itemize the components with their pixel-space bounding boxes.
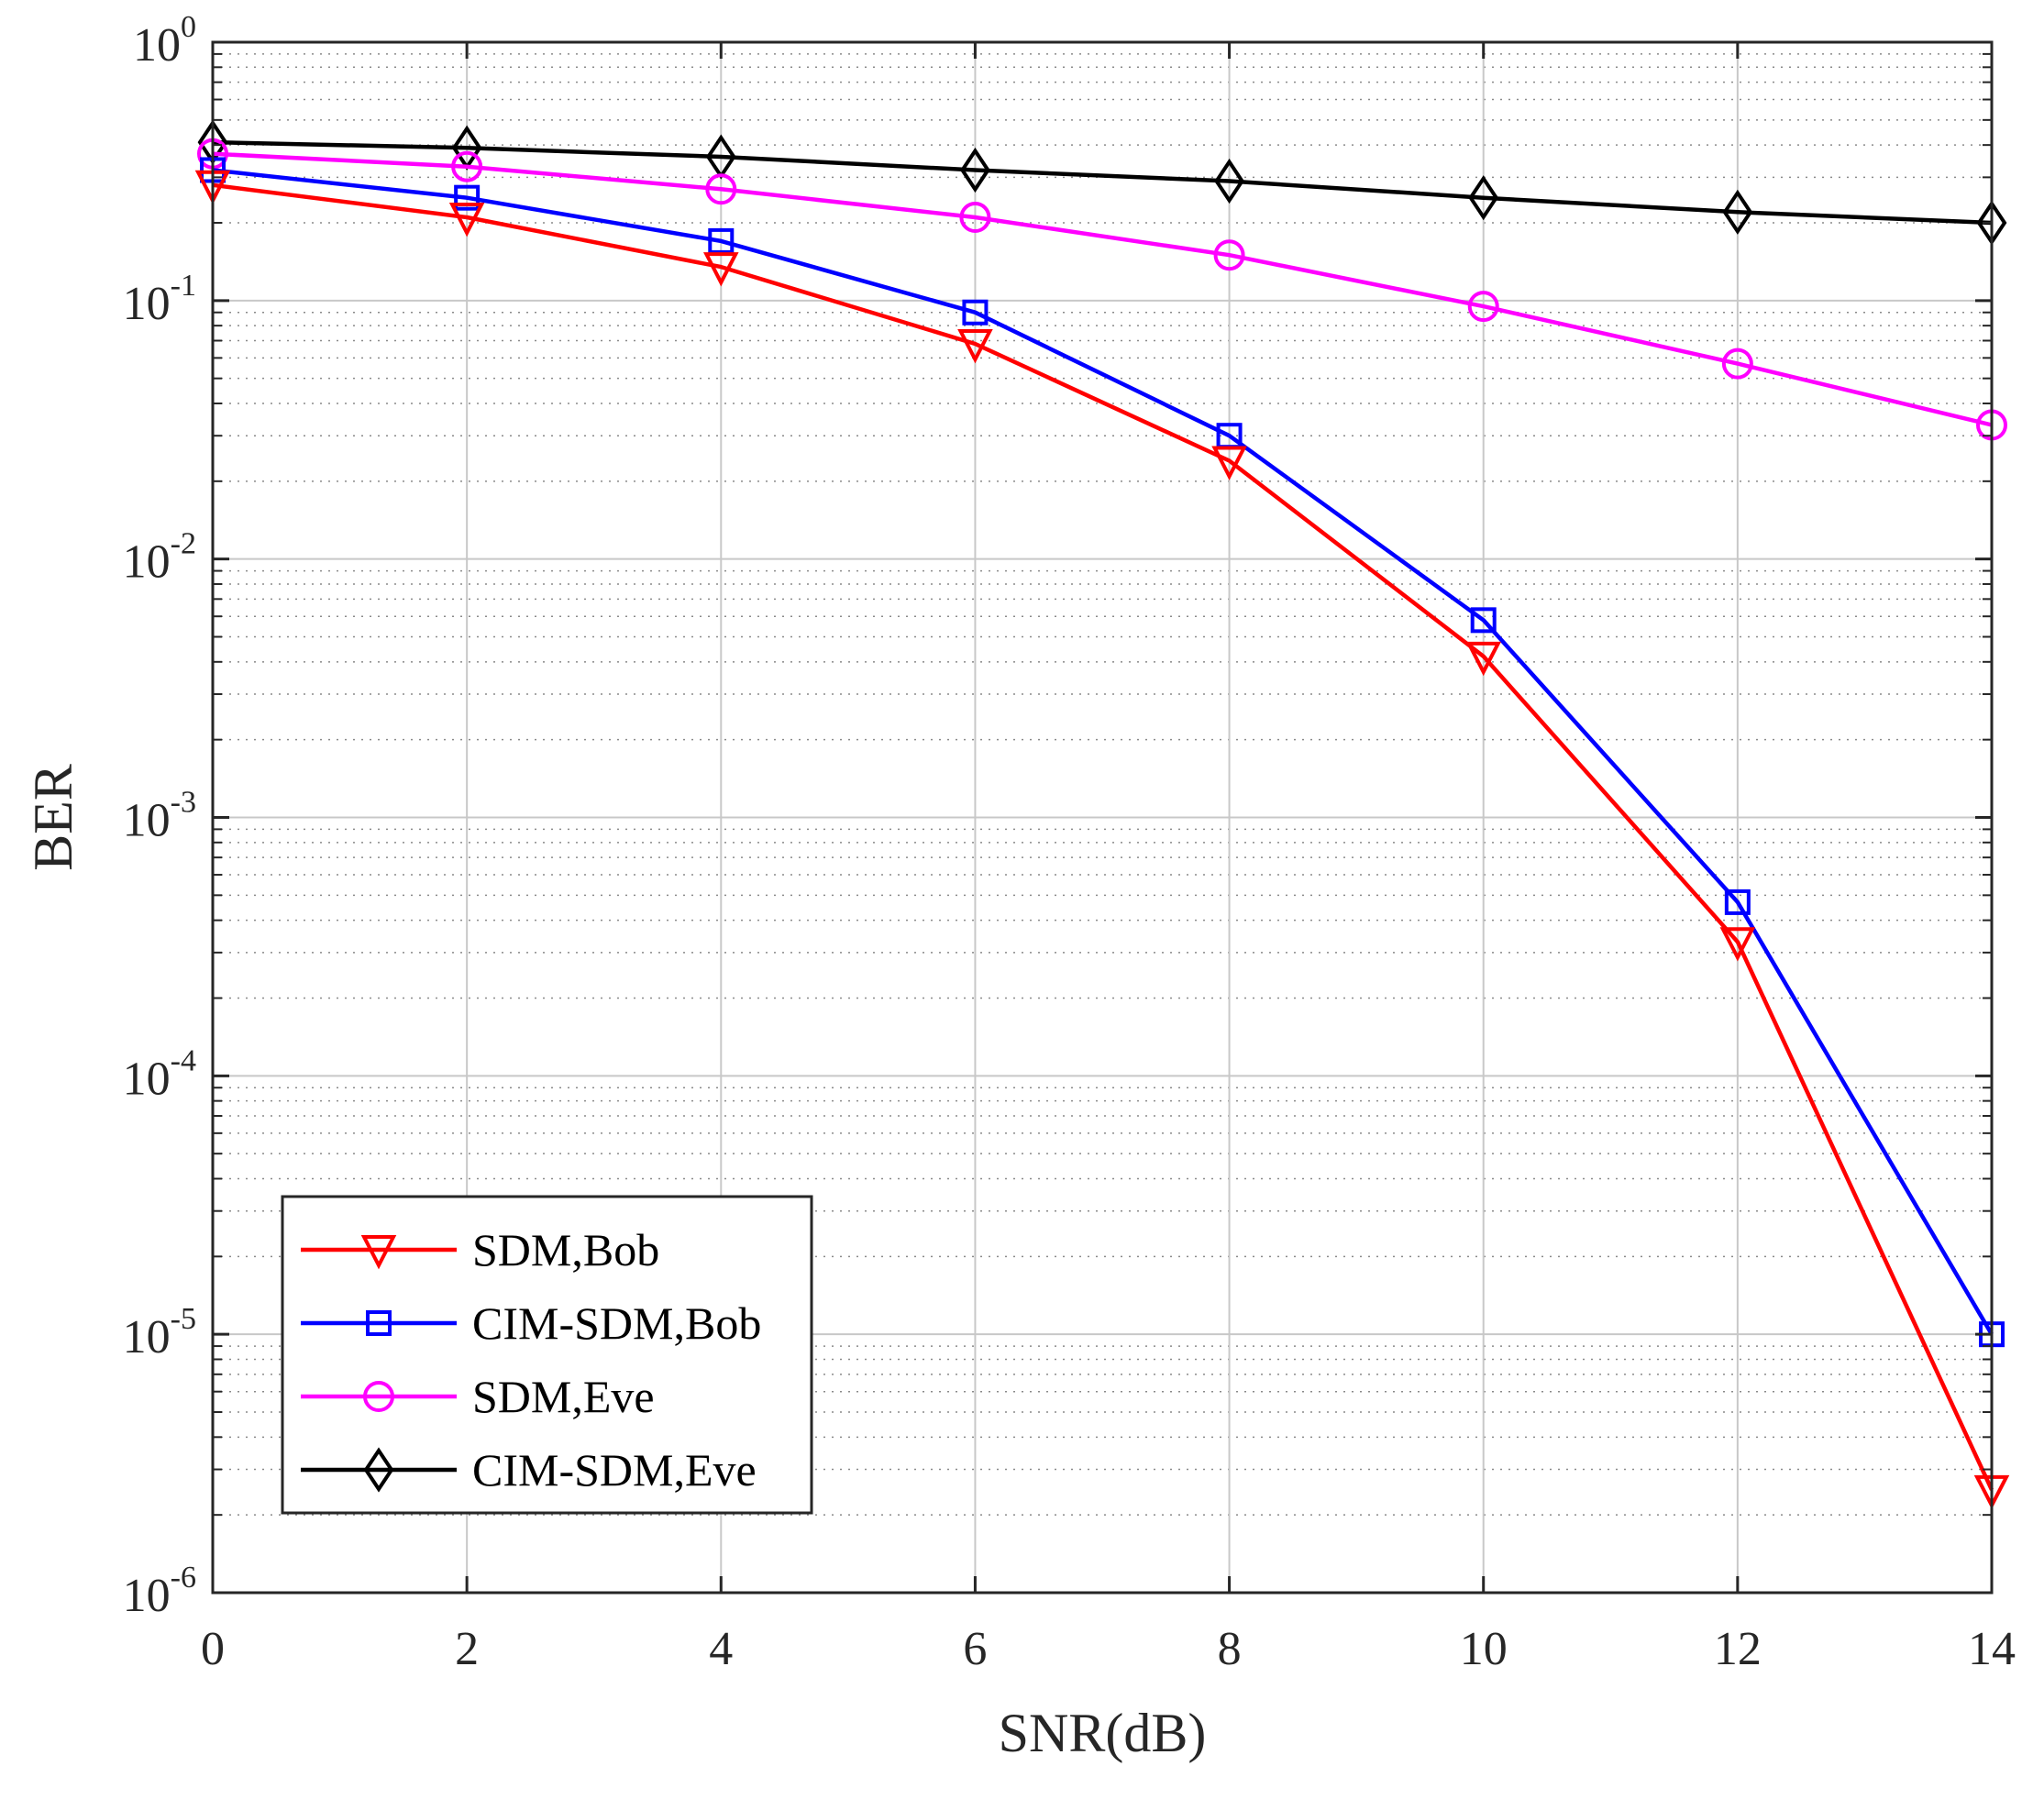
series-line	[212, 139, 1993, 226]
legend-item: CIM-SDM,Bob	[301, 1297, 761, 1349]
y-tick-label: 10-1	[123, 269, 196, 330]
data-point	[1722, 189, 1753, 235]
y-tick-label: 10-3	[123, 786, 196, 847]
x-tick-label: 4	[709, 1623, 733, 1675]
data-point	[1721, 348, 1753, 380]
legend-label: CIM-SDM,Eve	[472, 1444, 757, 1495]
series-group	[194, 119, 2010, 1510]
legend-item: CIM-SDM,Eve	[301, 1444, 757, 1495]
x-tick-label: 12	[1714, 1623, 1762, 1675]
y-tick-label: 100	[133, 10, 196, 72]
series-sdm-bob	[194, 170, 2010, 1510]
data-point	[960, 147, 990, 193]
legend-label: CIM-SDM,Bob	[472, 1297, 761, 1349]
legend-marker	[360, 1235, 397, 1270]
y-tick-label: 10-6	[123, 1561, 196, 1622]
legend-label: SDM,Eve	[472, 1371, 655, 1422]
y-tick-label: 10-2	[123, 527, 196, 589]
x-axis-title: SNR(dB)	[999, 1703, 1207, 1763]
data-point	[705, 173, 737, 205]
data-point	[703, 252, 739, 287]
series-line	[212, 168, 1994, 1336]
legend-item: SDM,Eve	[301, 1371, 655, 1422]
data-point	[451, 150, 483, 182]
data-point	[1470, 607, 1497, 634]
x-tick-label: 0	[201, 1623, 225, 1675]
data-point	[1213, 239, 1245, 271]
series-line	[212, 151, 1993, 427]
data-point	[1724, 888, 1751, 915]
legend-marker	[366, 1310, 392, 1336]
data-point	[1467, 291, 1499, 323]
data-point	[454, 184, 481, 211]
y-tick-label: 10-5	[123, 1302, 196, 1363]
data-point	[959, 202, 991, 234]
x-tick-label: 14	[1968, 1623, 2016, 1675]
x-tick-label: 8	[1218, 1623, 1242, 1675]
data-point	[962, 299, 989, 326]
legend-item: SDM,Bob	[301, 1224, 659, 1275]
data-point	[448, 203, 485, 237]
y-tick-label: 10-4	[123, 1043, 196, 1105]
legend-marker	[363, 1447, 394, 1493]
data-point	[708, 227, 735, 254]
data-point	[1214, 158, 1244, 204]
data-point	[957, 329, 993, 364]
series-line	[212, 182, 1994, 1491]
legend-marker	[363, 1381, 394, 1412]
series-cim-sdm-eve	[197, 119, 2007, 246]
data-point	[1465, 641, 1501, 677]
legend-label: SDM,Bob	[472, 1224, 659, 1275]
y-axis-title: BER	[23, 764, 83, 871]
x-tick-label: 10	[1460, 1623, 1508, 1675]
ticks: 0 2 4 6 8 10 12 14 10-6 10-5 10-4 10-3 10-2 10-1 100	[123, 10, 2016, 1675]
data-point	[1719, 927, 1756, 962]
data-point	[1211, 446, 1247, 480]
legend: SDM,Bob CIM-SDM,Bob SDM,Eve CIM-SDM,Eve	[281, 1195, 813, 1515]
x-tick-label: 6	[963, 1623, 987, 1675]
x-tick-label: 2	[455, 1623, 479, 1675]
data-point	[1468, 175, 1499, 221]
